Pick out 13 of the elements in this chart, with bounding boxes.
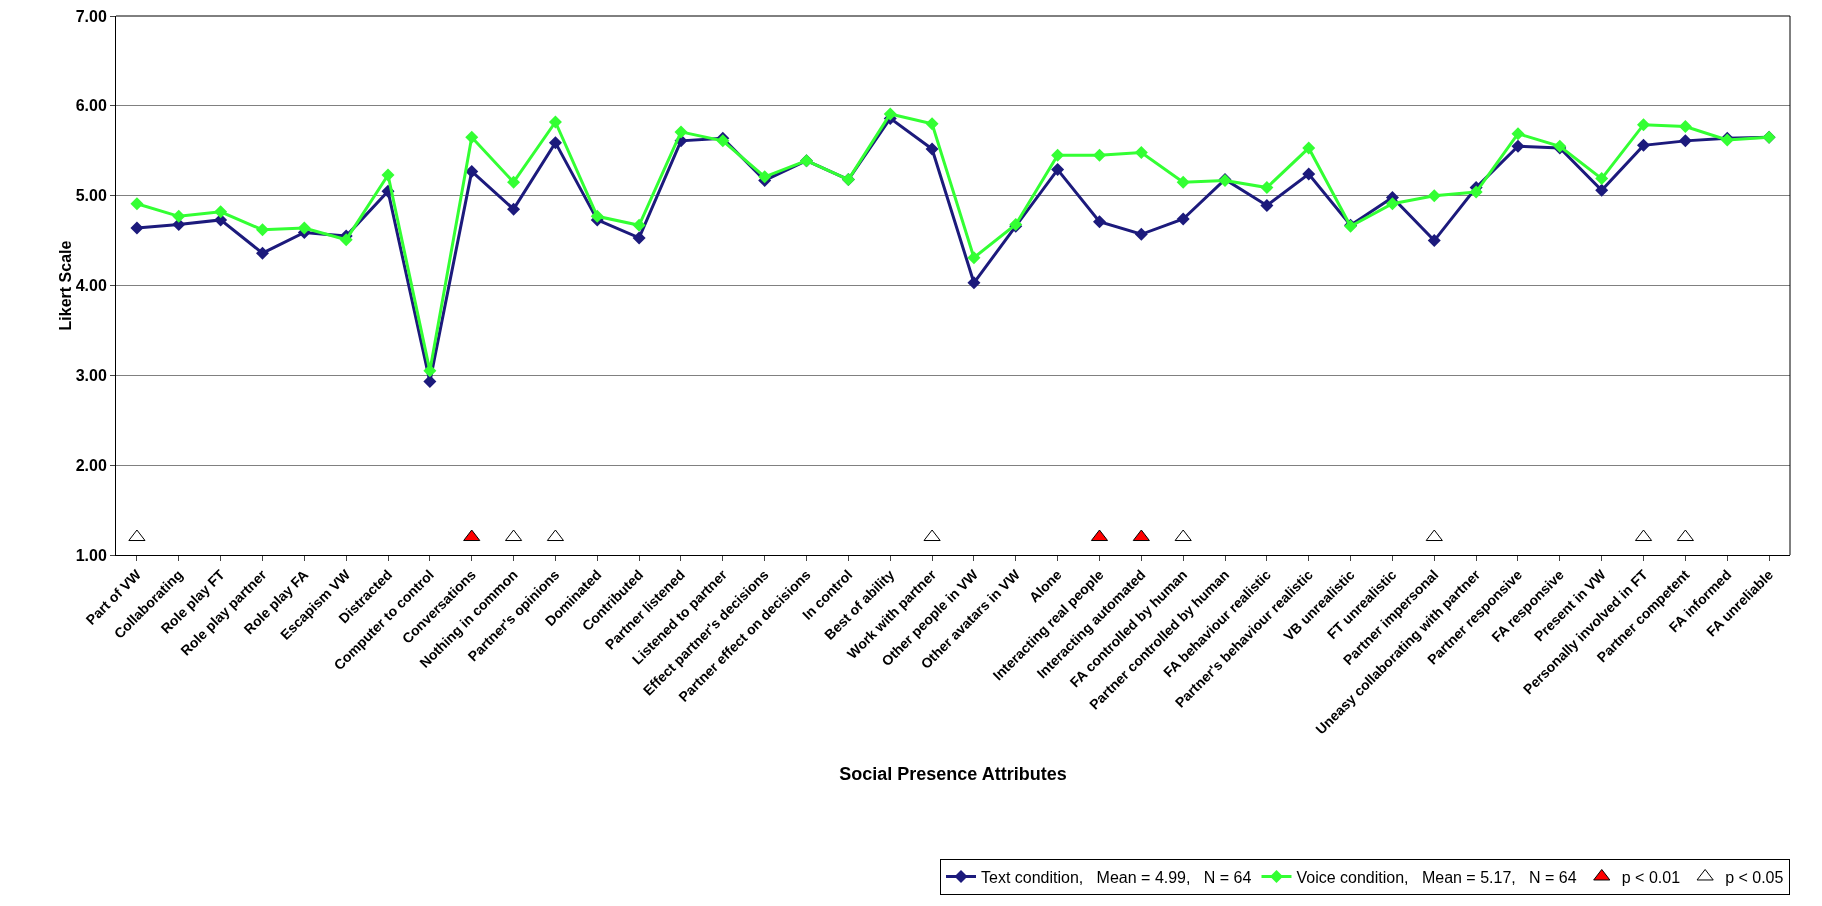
y-tick-label: 6.00	[75, 97, 107, 115]
y-axis-title: Likert Scale	[56, 240, 74, 331]
y-tick-label: 1.00	[75, 546, 107, 564]
legend-label: p < 0.05	[1725, 868, 1784, 886]
y-tick-label: 5.00	[75, 187, 107, 205]
legend-label: Text condition, Mean = 4.99, N = 64	[981, 868, 1252, 886]
y-tick-label: 2.00	[75, 456, 107, 474]
legend-label: Voice condition, Mean = 5.17, N = 64	[1296, 868, 1577, 886]
x-axis-title: Social Presence Attributes	[839, 763, 1067, 784]
y-tick-label: 7.00	[75, 7, 107, 25]
y-tick-label: 4.00	[75, 277, 107, 295]
y-tick-label: 3.00	[75, 366, 107, 384]
legend-label: p < 0.01	[1621, 868, 1681, 886]
